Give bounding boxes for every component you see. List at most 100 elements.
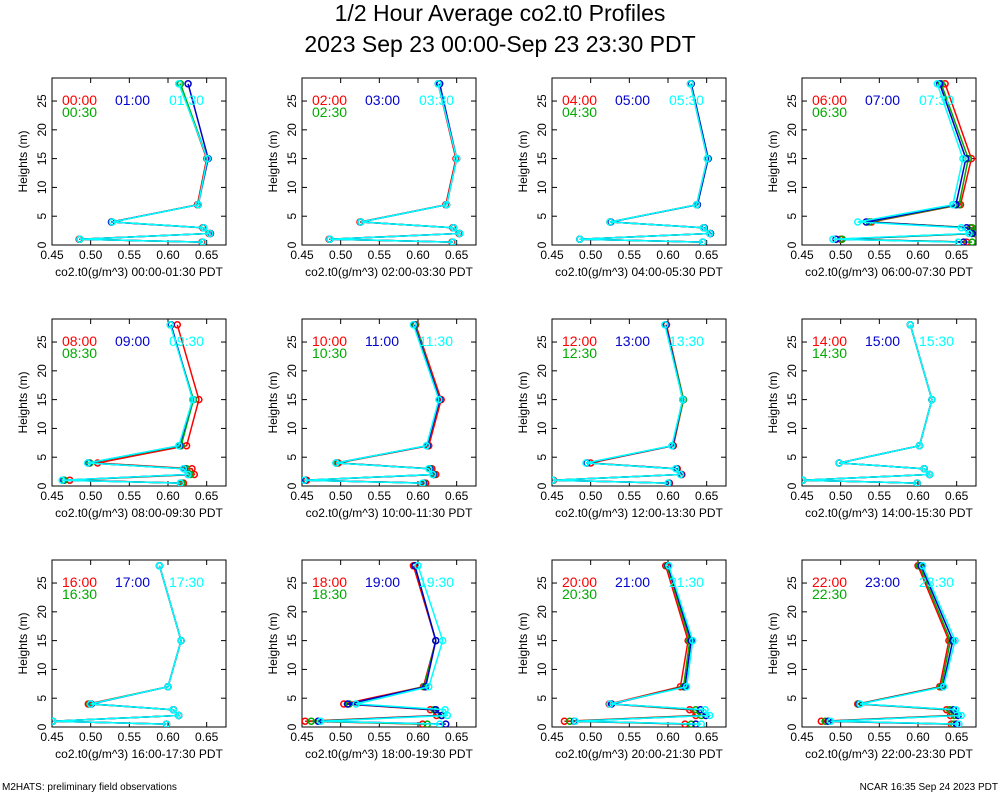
profile-point (83, 459, 92, 467)
profile-point (164, 682, 172, 691)
chart-subtitle: 2023 Sep 23 00:00-Sep 23 23:30 PDT (304, 31, 696, 57)
series-group (325, 80, 464, 245)
y-tick-label: 5 (785, 213, 799, 220)
profile-point (352, 700, 360, 708)
y-axis-label: Heights (m) (766, 130, 780, 192)
x-tick-label: 0.50 (329, 489, 353, 503)
y-tick-label: 20 (285, 123, 299, 137)
legend-label: 02:30 (312, 104, 347, 120)
profile-point (434, 80, 442, 88)
legend-label: 12:00 (562, 333, 597, 349)
y-tick-label: 10 (35, 662, 49, 676)
y-tick-label: 15 (785, 152, 799, 166)
y-tick-label: 25 (35, 576, 49, 590)
profile-point (184, 80, 192, 88)
plot-frame (801, 559, 977, 728)
legend-label: 16:00 (62, 574, 97, 590)
x-tick-label: 0.45 (790, 248, 814, 262)
profile-point (951, 636, 959, 645)
profile-point (913, 479, 921, 486)
x-tick-label: 0.65 (195, 248, 219, 262)
profile-point (957, 223, 966, 232)
profile-point (169, 705, 178, 714)
y-tick-label: 0 (285, 482, 299, 489)
x-tick-label: 0.50 (79, 248, 103, 262)
x-tick-label: 0.65 (195, 730, 219, 744)
profile-point (194, 200, 202, 209)
y-tick-label: 15 (535, 152, 549, 166)
y-tick-label: 20 (535, 364, 549, 378)
x-tick-label: 0.50 (579, 489, 603, 503)
y-tick-label: 15 (285, 634, 299, 648)
profile-point (955, 720, 963, 727)
profile-point (939, 682, 948, 691)
profile-point (449, 238, 457, 245)
x-tick-label: 0.65 (445, 248, 469, 262)
y-tick-label: 25 (35, 94, 49, 108)
chart-title: 1/2 Hour Average co2.t0 Profiles (334, 0, 666, 26)
profile-point (835, 459, 843, 467)
profile-point (933, 80, 942, 88)
profile-point (571, 717, 579, 725)
x-tick-label: 0.60 (156, 248, 180, 262)
profile-point (954, 238, 962, 245)
profile-point (697, 720, 706, 727)
legend-label: 04:30 (562, 104, 597, 120)
y-tick-label: 5 (285, 695, 299, 702)
series-group (302, 321, 445, 486)
profile-line (832, 83, 972, 243)
footer-note: M2HATS: preliminary field observations (2, 782, 177, 793)
y-tick-label: 20 (785, 605, 799, 619)
profile-point (668, 441, 676, 450)
profile-point (442, 200, 451, 209)
plot-frame (301, 77, 477, 246)
profile-line (52, 565, 182, 725)
y-axis-label: Heights (m) (516, 130, 530, 192)
x-tick-label: 0.45 (290, 730, 314, 744)
plot-frame (551, 77, 727, 246)
legend-label: 16:30 (62, 586, 97, 602)
y-tick-label: 0 (785, 723, 799, 730)
x-tick-label: 0.50 (579, 248, 603, 262)
series-group (302, 562, 452, 727)
profile-point (175, 711, 183, 720)
y-tick-label: 0 (35, 723, 49, 730)
x-tick-label: 0.55 (118, 248, 142, 262)
legend-label: 15:00 (865, 333, 900, 349)
profile-point (108, 218, 117, 226)
profile-point (661, 321, 669, 329)
y-tick-label: 0 (285, 723, 299, 730)
legend-label: 11:00 (365, 333, 399, 349)
y-tick-label: 25 (285, 94, 299, 108)
profile-point (853, 218, 862, 226)
x-tick-label: 0.60 (656, 489, 680, 503)
profile-point (856, 700, 864, 708)
y-tick-label: 25 (785, 576, 799, 590)
profile-point (425, 464, 433, 473)
profile-point (456, 229, 464, 238)
profile-line (552, 324, 684, 484)
profile-point (155, 562, 164, 570)
y-tick-label: 20 (785, 123, 799, 137)
y-tick-label: 20 (35, 123, 49, 137)
legend-label: 21:00 (615, 574, 650, 590)
y-tick-label: 25 (535, 576, 549, 590)
y-tick-label: 0 (285, 241, 299, 248)
plot-frame (551, 318, 727, 487)
y-tick-label: 25 (285, 335, 299, 349)
y-tick-label: 5 (285, 213, 299, 220)
x-tick-label: 0.45 (540, 489, 564, 503)
plot-frame (51, 318, 227, 487)
profile-point (418, 479, 427, 486)
y-tick-label: 20 (535, 123, 549, 137)
legend-label: 18:00 (312, 574, 347, 590)
profile-point (676, 470, 685, 479)
profile-point (179, 464, 188, 473)
x-axis-label: co2.t0(g/m^3) 04:00-05:30 PDT (555, 265, 723, 279)
series-group (560, 562, 714, 727)
profile-point (199, 238, 207, 245)
x-axis-label: co2.t0(g/m^3) 16:00-17:30 PDT (55, 747, 223, 761)
x-tick-label: 0.65 (695, 730, 719, 744)
y-tick-label: 15 (35, 152, 49, 166)
profile-line (830, 565, 963, 725)
